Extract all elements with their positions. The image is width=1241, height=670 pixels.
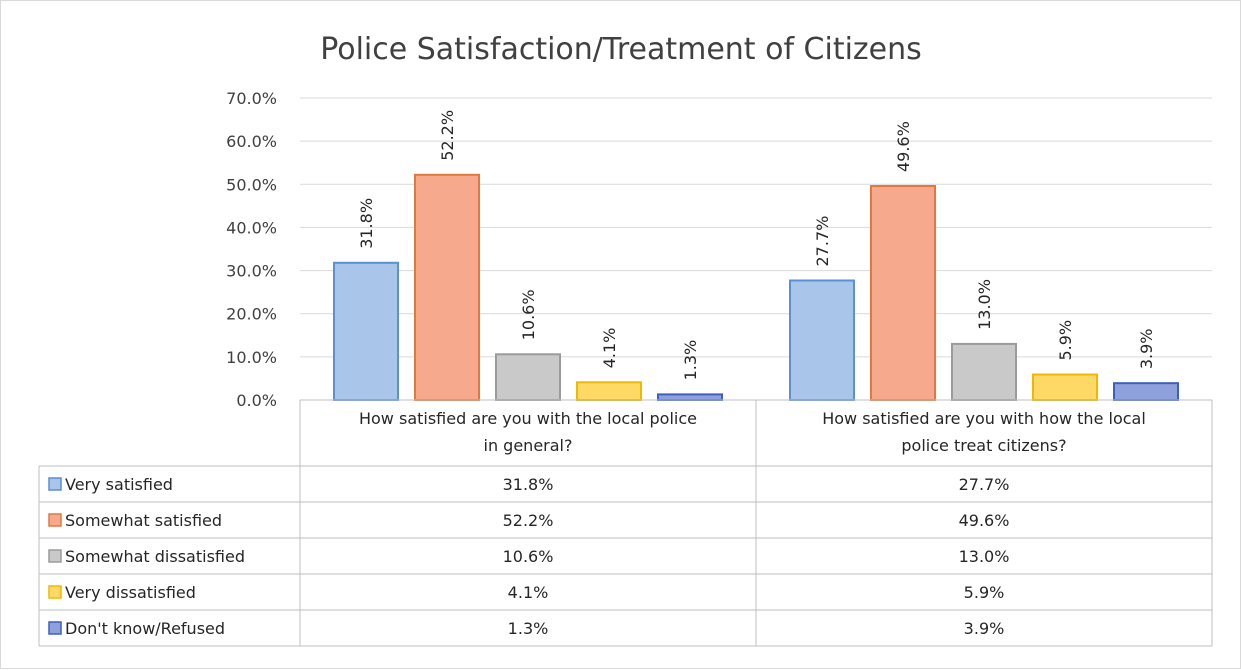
legend-label: Somewhat satisfied [65,511,222,530]
table-value: 27.7% [959,475,1010,494]
data-label: 5.9% [1056,320,1075,361]
bar [576,381,642,402]
bar [1113,382,1179,401]
table-value: 52.2% [503,511,554,530]
data-label: 31.8% [357,198,376,249]
y-tick-label: 20.0% [226,305,277,324]
legend-label: Very dissatisfied [65,583,196,602]
legend-label: Very satisfied [65,475,173,494]
category-label: How satisfied are you with how the local [822,409,1146,428]
bar [495,353,561,402]
legend-label: Somewhat dissatisfied [65,547,245,566]
table-value: 10.6% [503,547,554,566]
legend-key [48,549,62,563]
chart-title: Police Satisfaction/Treatment of Citizen… [320,32,922,67]
table-value: 1.3% [508,619,549,638]
category-label: police treat citizens? [901,436,1066,455]
table-value: 49.6% [959,511,1010,530]
data-label: 3.9% [1137,329,1156,370]
bar [414,173,480,401]
bar [1032,373,1098,402]
table-value: 31.8% [503,475,554,494]
legend-key [48,585,62,599]
bar [870,185,936,401]
y-tick-label: 40.0% [226,218,277,237]
y-tick-label: 50.0% [226,175,277,194]
bar [951,342,1017,401]
y-tick-label: 10.0% [226,348,277,367]
bar [657,393,723,401]
data-label: 10.6% [519,289,538,340]
y-tick-label: 60.0% [226,132,277,151]
data-label: 49.6% [894,121,913,172]
y-tick-label: 30.0% [226,262,277,281]
data-label: 52.2% [438,110,457,161]
legend-key [48,513,62,527]
y-tick-label: 0.0% [236,391,277,410]
data-label: 4.1% [600,328,619,369]
legend-key [48,621,62,635]
data-label: 13.0% [975,279,994,330]
bar [333,261,399,402]
data-label: 27.7% [813,216,832,267]
category-label: in general? [484,436,573,455]
data-label: 1.3% [681,340,700,381]
table-value: 4.1% [508,583,549,602]
category-label: How satisfied are you with the local pol… [359,409,697,428]
legend-label: Don't know/Refused [65,619,225,638]
table-value: 3.9% [964,619,1005,638]
table-value: 13.0% [959,547,1010,566]
bar [789,279,855,402]
table-value: 5.9% [964,583,1005,602]
legend-key [48,477,62,491]
y-tick-label: 70.0% [226,89,277,108]
